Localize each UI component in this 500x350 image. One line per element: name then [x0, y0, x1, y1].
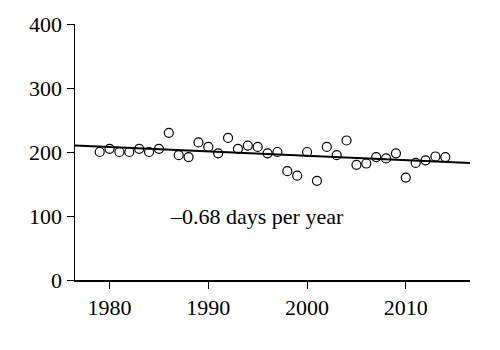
svg-text:0: 0	[51, 268, 62, 293]
svg-text:2000: 2000	[285, 295, 329, 320]
svg-text:–0.68 days per year: –0.68 days per year	[170, 204, 344, 229]
svg-text:1980: 1980	[88, 295, 132, 320]
svg-text:100: 100	[29, 204, 62, 229]
svg-text:1990: 1990	[186, 295, 230, 320]
svg-text:400: 400	[29, 12, 62, 37]
svg-text:200: 200	[29, 140, 62, 165]
svg-text:2010: 2010	[384, 295, 428, 320]
svg-text:300: 300	[29, 76, 62, 101]
